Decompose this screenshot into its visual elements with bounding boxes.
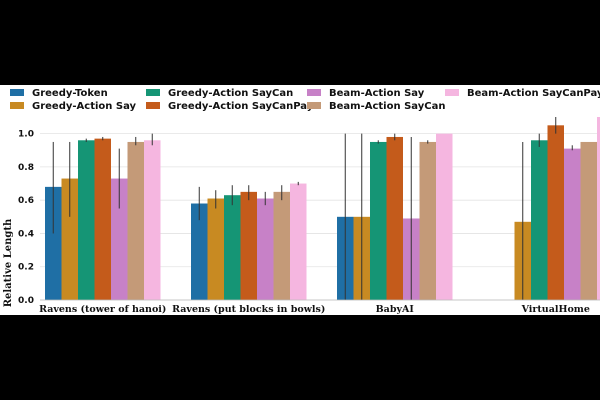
bar	[94, 138, 111, 300]
x-tick-label: VirtualHome	[521, 304, 590, 315]
y-tick-label: 0.8	[18, 163, 34, 173]
y-tick-label: 0.4	[18, 229, 34, 239]
legend-label: Greedy-Token	[32, 88, 108, 99]
bar	[290, 183, 307, 300]
legend-swatch	[307, 89, 321, 96]
legend-label: Beam-Action SayCanPay	[467, 88, 600, 99]
x-tick-label: Ravens (tower of hanoi)	[39, 304, 166, 315]
bar	[111, 178, 128, 300]
y-axis-label: Relative Length	[3, 218, 14, 307]
chart-figure: Greedy-Token Greedy-Action Say Greedy-Acti…	[0, 85, 600, 315]
bar	[45, 186, 62, 300]
error-bars	[52, 117, 573, 300]
legend-swatch	[146, 89, 160, 96]
legend-swatch	[146, 102, 160, 109]
bar	[386, 136, 403, 300]
legend-label: Greedy-Action SayCanPay	[168, 101, 314, 112]
bar	[273, 191, 290, 300]
legend-label: Beam-Action Say	[329, 88, 425, 99]
legend-swatch	[10, 89, 24, 96]
bar	[144, 140, 161, 300]
bar	[436, 133, 453, 300]
bar	[370, 141, 387, 300]
y-tick-label: 1.0	[18, 130, 34, 140]
bar	[240, 191, 257, 300]
bar	[257, 198, 274, 300]
bars	[45, 117, 600, 300]
bar	[61, 178, 78, 300]
bar	[127, 141, 144, 300]
x-tick-label: BabyAI	[376, 304, 415, 315]
bar	[78, 140, 95, 300]
legend-swatch	[445, 89, 459, 96]
bar	[597, 117, 600, 300]
bar	[419, 141, 436, 300]
bar	[191, 203, 208, 300]
y-tick-label: 0.2	[18, 263, 34, 273]
legend: Greedy-Token Greedy-Action Say Greedy-Acti…	[10, 88, 600, 112]
bar	[224, 195, 241, 300]
x-tick-label: Ravens (put blocks in bowls)	[172, 304, 325, 315]
bar	[547, 125, 564, 300]
chart-svg: Greedy-Token Greedy-Action Say Greedy-Acti…	[3, 88, 600, 315]
bar	[531, 140, 548, 300]
legend-label: Beam-Action SayCan	[329, 101, 445, 112]
legend-swatch	[307, 102, 321, 109]
bar	[207, 198, 224, 300]
legend-label: Greedy-Action Say	[32, 101, 137, 112]
legend-swatch	[10, 102, 24, 109]
y-tick-label: 0.6	[18, 196, 34, 206]
bar	[564, 148, 581, 300]
axes: 0.0 0.2 0.4 0.6 0.8 1.0 Ravens (tower of hanoi…	[18, 130, 600, 315]
legend-label: Greedy-Action SayCan	[168, 88, 293, 99]
y-tick-label: 0.0	[18, 296, 34, 306]
bar	[580, 141, 597, 300]
